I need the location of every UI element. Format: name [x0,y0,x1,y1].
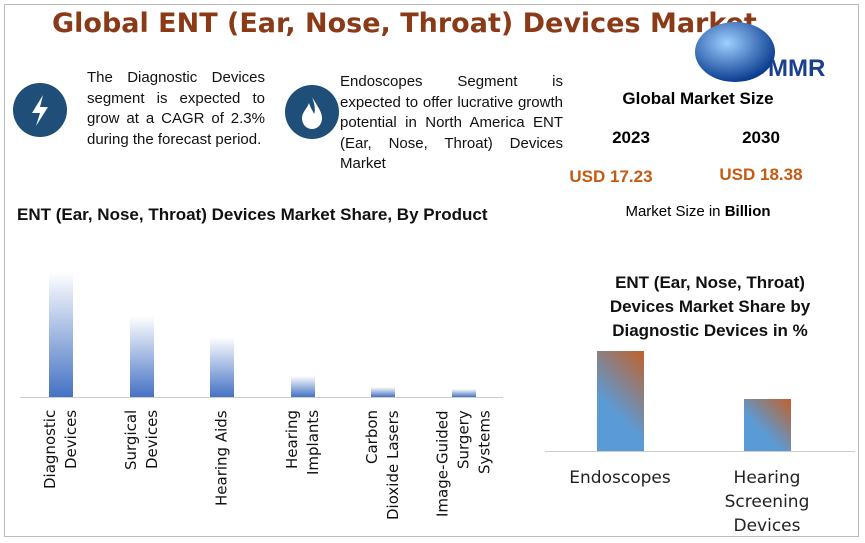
chart-title: ENT (Ear, Nose, Throat) Devices Market S… [17,205,488,224]
bar [596,351,644,451]
bar [129,316,154,397]
axis-line [20,397,503,398]
icon [285,85,339,139]
logo: MMR [695,22,825,82]
x-tick-label: Hearing Aids [212,410,231,506]
bar [371,386,396,397]
note-unit: Billion [724,203,771,220]
logo-text: MMR [768,55,825,82]
globe [695,22,775,82]
year: 2023 [612,128,650,147]
note-text: Market Size in [625,203,721,220]
axis-line [545,451,855,452]
page-title: Global ENT (Ear, Nose, Throat) Devices M… [52,8,757,39]
x-tick-label: Surgical Devices [121,410,161,471]
x-tick-label: Hearing Screening Devices [724,468,810,536]
bar [210,337,235,397]
x-tick-label: Diagnostic Devices [41,410,80,490]
market-value: USD 18.38 [719,165,803,184]
x-tick-label: Carbon Dioxide Lasers [363,410,403,520]
highlight-text: The Diagnostic Devices segment is expect… [87,69,265,148]
bar [290,376,315,397]
year: 2030 [742,128,780,147]
market-size-title: Global Market Size [622,89,774,108]
chart-title: ENT (Ear, Nose, Throat) Devices Market S… [609,273,811,340]
bar [49,272,73,397]
bar [452,389,476,397]
flame-icon [302,97,322,129]
icon [13,83,67,137]
market-note: Market Size in Billion [598,203,798,220]
x-tick-label: Hearing Implants [282,410,322,476]
x-tick-label: Image-Guided Surgery Systems [433,410,494,517]
market-value: USD 17.23 [569,167,653,186]
x-tick-label: Endoscopes [569,468,671,488]
bolt-icon [32,95,48,126]
highlight-text: Endoscopes Segment is expected to offer … [340,73,563,172]
bar [743,399,791,451]
frame [4,4,859,537]
